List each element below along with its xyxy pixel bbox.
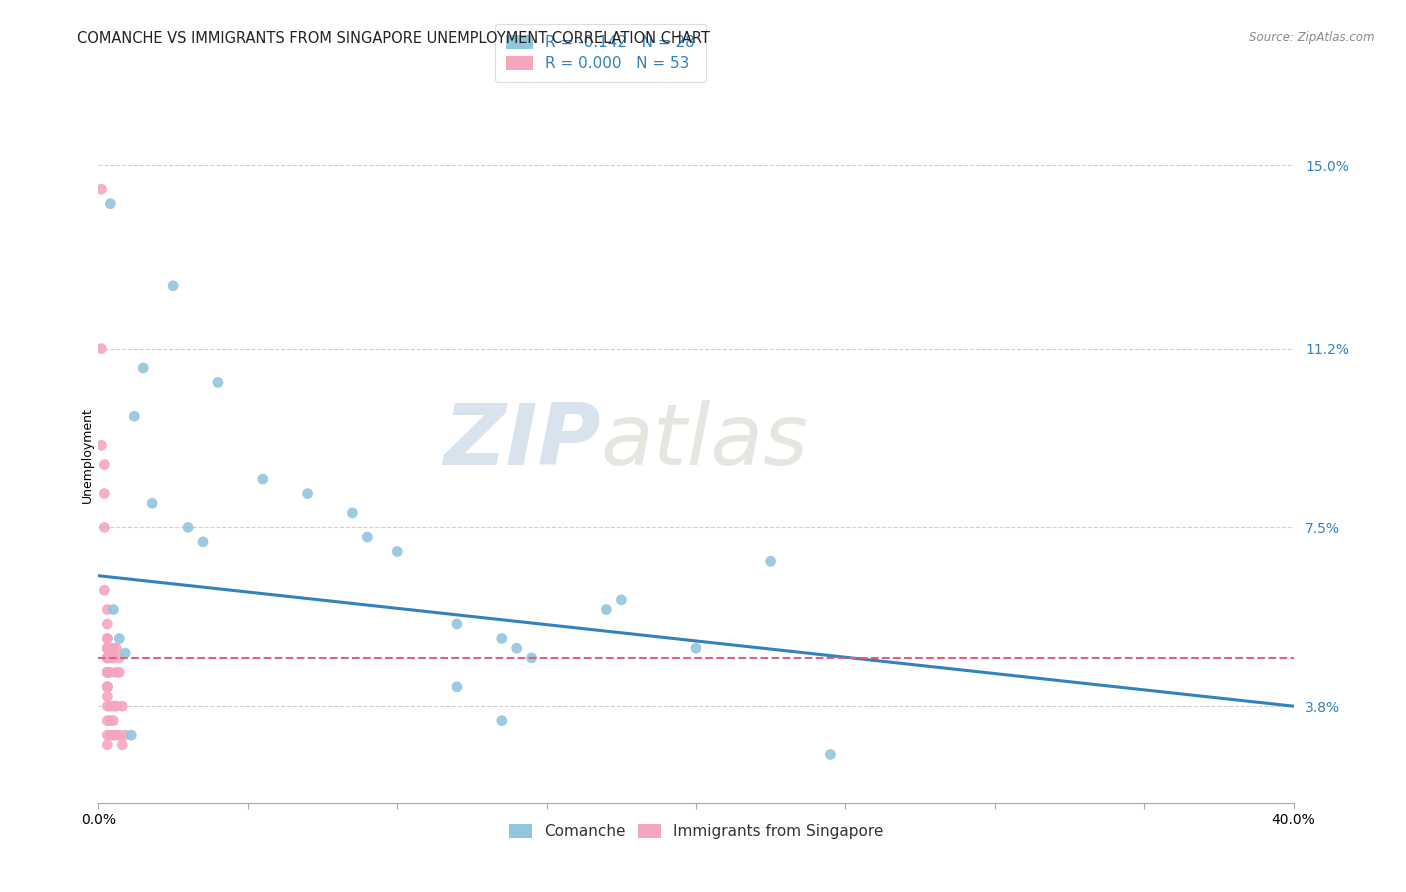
Point: [98, 728, 122, 742]
Point: [685, 641, 707, 656]
Point: [98, 714, 122, 728]
Point: [90, 342, 112, 356]
Point: [103, 641, 125, 656]
Point: [297, 486, 319, 500]
Point: [96, 632, 118, 646]
Text: ZIP: ZIP: [443, 400, 600, 483]
Y-axis label: Unemployment: Unemployment: [80, 407, 94, 503]
Point: [96, 738, 118, 752]
Point: [207, 376, 229, 390]
Point: [141, 496, 163, 510]
Point: [342, 506, 364, 520]
Point: [96, 680, 118, 694]
Point: [385, 544, 409, 558]
Point: [356, 530, 378, 544]
Point: [191, 534, 214, 549]
Point: [96, 665, 118, 680]
Point: [96, 665, 118, 680]
Point: [108, 665, 131, 680]
Point: [96, 602, 118, 616]
Point: [103, 714, 125, 728]
Point: [93, 458, 115, 472]
Point: [96, 680, 118, 694]
Point: [96, 641, 118, 656]
Point: [446, 617, 468, 632]
Point: [111, 699, 134, 714]
Text: atlas: atlas: [600, 400, 808, 483]
Point: [105, 665, 128, 680]
Point: [520, 651, 543, 665]
Point: [108, 728, 131, 742]
Point: [96, 680, 118, 694]
Point: [114, 728, 136, 742]
Point: [96, 651, 118, 665]
Point: [98, 196, 122, 211]
Point: [96, 651, 118, 665]
Point: [108, 632, 131, 646]
Point: [111, 738, 134, 752]
Text: Source: ZipAtlas.com: Source: ZipAtlas.com: [1250, 31, 1375, 45]
Point: [103, 699, 125, 714]
Point: [96, 651, 118, 665]
Point: [93, 520, 115, 534]
Point: [96, 699, 118, 714]
Point: [93, 583, 115, 598]
Point: [90, 438, 112, 452]
Point: [93, 486, 115, 500]
Point: [820, 747, 842, 762]
Point: [98, 665, 122, 680]
Point: [96, 680, 118, 694]
Point: [759, 554, 782, 568]
Point: [132, 360, 155, 375]
Point: [491, 714, 513, 728]
Legend: Comanche, Immigrants from Singapore: Comanche, Immigrants from Singapore: [503, 818, 889, 846]
Point: [96, 665, 118, 680]
Point: [96, 690, 118, 704]
Point: [108, 651, 131, 665]
Point: [98, 651, 122, 665]
Point: [96, 665, 118, 680]
Point: [177, 520, 200, 534]
Point: [103, 728, 125, 742]
Point: [96, 728, 118, 742]
Point: [96, 651, 118, 665]
Text: COMANCHE VS IMMIGRANTS FROM SINGAPORE UNEMPLOYMENT CORRELATION CHART: COMANCHE VS IMMIGRANTS FROM SINGAPORE UN…: [77, 31, 710, 46]
Point: [96, 632, 118, 646]
Point: [103, 602, 125, 616]
Point: [610, 592, 633, 607]
Point: [506, 641, 529, 656]
Point: [120, 728, 142, 742]
Point: [96, 617, 118, 632]
Point: [90, 182, 112, 196]
Point: [124, 409, 146, 424]
Point: [96, 665, 118, 680]
Point: [105, 699, 128, 714]
Point: [103, 651, 125, 665]
Point: [252, 472, 274, 486]
Point: [446, 680, 468, 694]
Point: [162, 278, 184, 293]
Point: [98, 641, 122, 656]
Point: [96, 714, 118, 728]
Point: [98, 699, 122, 714]
Point: [105, 728, 128, 742]
Point: [96, 641, 118, 656]
Point: [105, 641, 128, 656]
Point: [491, 632, 513, 646]
Point: [595, 602, 617, 616]
Point: [114, 646, 136, 660]
Point: [96, 641, 118, 656]
